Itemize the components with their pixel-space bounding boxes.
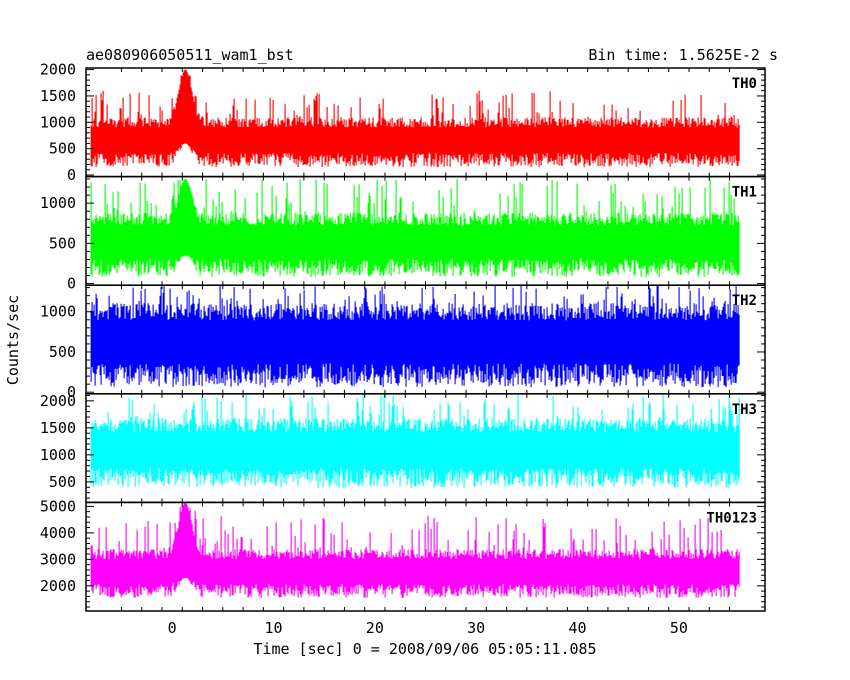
series-trace-th0123 [90,502,740,598]
y-tick-label: 4000 [40,524,76,542]
x-axis-label: Time [sec] 0 = 2008/09/06 05:05:11.085 [253,640,596,658]
series-trace-th3 [90,394,740,488]
series-trace-th0 [90,69,740,168]
y-tick-label: 0 [67,275,76,293]
y-tick-label: 2000 [40,61,76,79]
series-trace-th1 [90,179,740,277]
panel-label: TH1 [732,185,757,201]
y-tick-label: 0 [67,166,76,184]
panel-th0: 0 500 1000 1500 2000 TH0 [40,61,766,184]
x-tick-label: 10 [264,619,282,637]
panel-th1: 0 500 1000 TH1 [40,175,766,293]
y-tick-label: 1000 [40,303,76,321]
header-left-title: ae080906050511_wam1_bst [86,46,294,64]
x-tick-label: 30 [467,619,485,637]
y-tick-label: 500 [49,343,76,361]
panel-th2: 0 500 1000 TH2 [40,284,766,401]
panel-label: TH0 [732,76,757,92]
panel-th0123: 2000 3000 4000 5000 TH0123 [40,497,766,612]
y-tick-label: 1500 [40,419,76,437]
series-trace-th2 [90,285,740,388]
x-tick-label: 40 [568,619,586,637]
panel-label: TH3 [732,402,757,418]
x-tick-label: 0 [168,619,177,637]
y-tick-label: 3000 [40,550,76,568]
y-tick-label: 2000 [40,392,76,410]
y-axis-label: Counts/sec [4,295,22,385]
y-tick-label: 0 [67,383,76,401]
panel-label: TH2 [732,293,757,309]
panel-stack: 0500100015002000TH005001000TH105001000TH… [40,61,766,637]
y-tick-label: 1000 [40,113,76,131]
y-tick-label: 500 [49,140,76,158]
y-tick-label: 1500 [40,87,76,105]
y-tick-label: 1000 [40,446,76,464]
x-tick-label: 50 [670,619,688,637]
panel-label: TH0123 [706,510,757,526]
panel-th3: 500 1000 1500 2000 TH3 [40,392,766,504]
x-tick-label: 20 [366,619,384,637]
y-tick-label: 1000 [40,194,76,212]
header-right-title: Bin time: 1.5625E-2 s [588,46,778,64]
y-tick-label: 2000 [40,577,76,595]
y-tick-label: 500 [49,473,76,491]
y-tick-label: 500 [49,234,76,252]
y-tick-label: 5000 [40,497,76,515]
